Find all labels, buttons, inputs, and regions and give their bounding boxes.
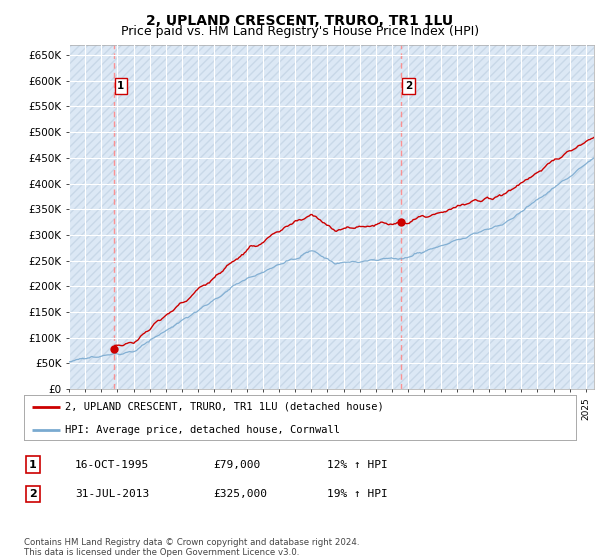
Text: 2: 2 xyxy=(404,81,412,91)
Text: 16-OCT-1995: 16-OCT-1995 xyxy=(75,460,149,470)
Text: 2, UPLAND CRESCENT, TRURO, TR1 1LU (detached house): 2, UPLAND CRESCENT, TRURO, TR1 1LU (deta… xyxy=(65,402,384,412)
Text: 12% ↑ HPI: 12% ↑ HPI xyxy=(327,460,388,470)
Text: HPI: Average price, detached house, Cornwall: HPI: Average price, detached house, Corn… xyxy=(65,424,340,435)
Text: Price paid vs. HM Land Registry's House Price Index (HPI): Price paid vs. HM Land Registry's House … xyxy=(121,25,479,38)
Text: 1: 1 xyxy=(29,460,37,470)
Text: 1: 1 xyxy=(117,81,125,91)
Text: Contains HM Land Registry data © Crown copyright and database right 2024.
This d: Contains HM Land Registry data © Crown c… xyxy=(24,538,359,557)
Text: £325,000: £325,000 xyxy=(213,489,267,499)
Text: 2: 2 xyxy=(29,489,37,499)
Text: £79,000: £79,000 xyxy=(213,460,260,470)
Text: 31-JUL-2013: 31-JUL-2013 xyxy=(75,489,149,499)
Text: 19% ↑ HPI: 19% ↑ HPI xyxy=(327,489,388,499)
Text: 2, UPLAND CRESCENT, TRURO, TR1 1LU: 2, UPLAND CRESCENT, TRURO, TR1 1LU xyxy=(146,14,454,28)
